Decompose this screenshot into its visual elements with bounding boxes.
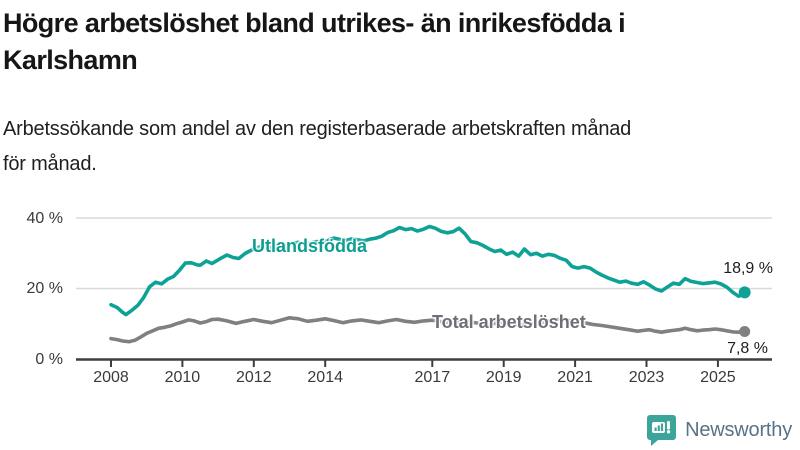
y-tick-label-0: 0 % <box>35 351 63 368</box>
series-label-utlandsfodda: Utlandsfödda <box>252 236 367 256</box>
x-tick-label-2010: 2010 <box>164 369 201 386</box>
x-tick-label-2023: 2023 <box>628 369 665 386</box>
x-tick-label-2021: 2021 <box>557 369 593 386</box>
x-tick-label-2008: 2008 <box>93 369 129 386</box>
newsworthy-logo[interactable]: Newsworthy <box>647 414 792 446</box>
line-series-1 <box>109 315 747 344</box>
x-tick-label-2019: 2019 <box>485 369 522 386</box>
title-line-2: Karlshamn <box>3 45 138 75</box>
y-tick-label-40: 40 % <box>26 210 63 227</box>
end-value-label-total: 7,8 % <box>727 340 768 357</box>
end-dot-series-1 <box>739 326 751 338</box>
page-subtitle: Arbetssökande som andel av den registerb… <box>3 112 797 182</box>
brand-name: Newsworthy <box>685 418 792 441</box>
line-series-0 <box>109 224 747 317</box>
page-title: Högre arbetslöshet bland utrikes- än inr… <box>3 5 797 79</box>
end-dot-series-0 <box>738 286 751 299</box>
end-value-label-utlandsfodda: 18,9 % <box>723 260 773 277</box>
series-label-total-arbetsloshet: Total arbetslöshet <box>432 312 586 332</box>
x-tick-label-2025: 2025 <box>700 369 736 386</box>
newsworthy-icon <box>647 415 677 446</box>
subtitle-line-1: Arbetssökande som andel av den registerb… <box>3 118 632 140</box>
y-tick-label-20: 20 % <box>26 280 63 297</box>
x-tick-label-2014: 2014 <box>307 369 343 386</box>
title-line-1: Högre arbetslöshet bland utrikes- än inr… <box>3 8 626 38</box>
x-tick-label-2017: 2017 <box>414 369 451 386</box>
subtitle-line-2: för månad. <box>3 153 97 175</box>
x-tick-label-2012: 2012 <box>236 369 272 386</box>
